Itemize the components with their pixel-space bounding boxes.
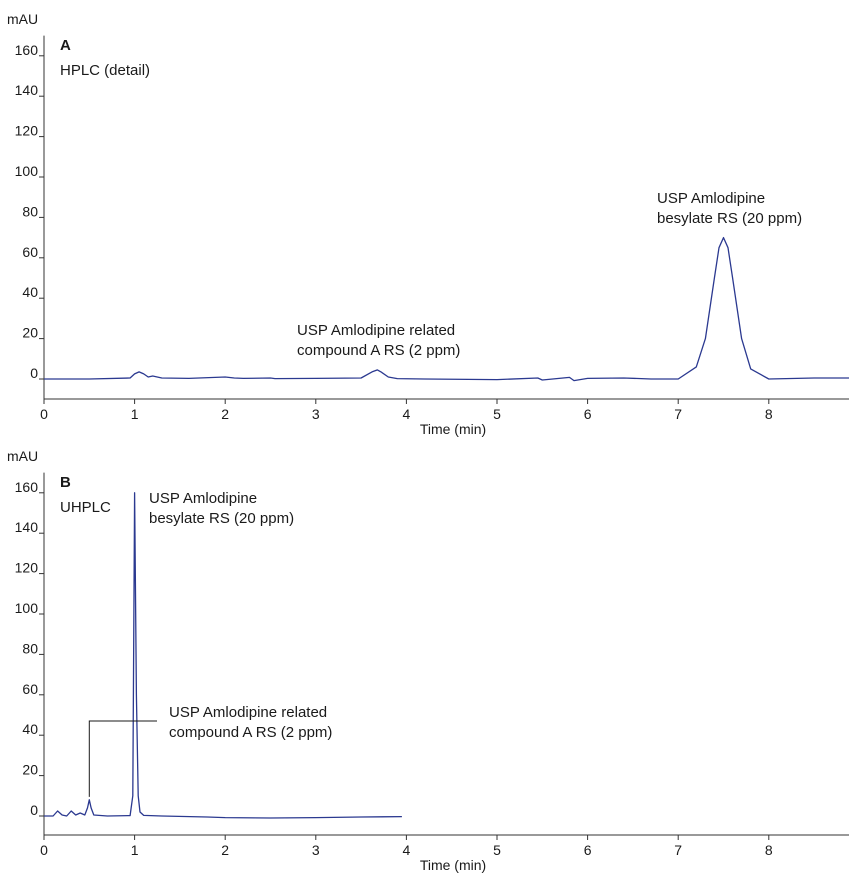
panel-b-y-tick-label-0: 0: [30, 802, 38, 818]
panel-a-y-tick-label-140: 140: [15, 82, 39, 98]
panel-b-y-tick-label-40: 40: [22, 721, 38, 737]
panel-b-annotation-1-line-0: USP Amlodipine related: [169, 704, 327, 721]
panel-a-x-tick-label-0: 0: [40, 406, 48, 422]
panel-a-annotation-1-line-0: USP Amlodipine related: [297, 322, 455, 339]
panel-b-annotation-0: USP Amlodipine besylate RS (20 ppm): [149, 490, 294, 527]
panel-a-x-tick-label-8: 8: [765, 406, 773, 422]
panel-b-y-tick-label-60: 60: [22, 681, 38, 697]
panel-a-x-axis-label: Time (min): [420, 421, 486, 437]
panel-a-x-tick-label-1: 1: [131, 406, 139, 422]
panel-b-x-tick-label-0: 0: [40, 842, 48, 858]
panel-a-x-tick-label-4: 4: [403, 406, 411, 422]
panel-a-title: HPLC (detail): [60, 62, 150, 79]
panel-b-x-tick-label-7: 7: [674, 842, 682, 858]
panel-b-x-tick-label-4: 4: [403, 842, 411, 858]
panel-a-y-unit-label: mAU: [7, 11, 38, 27]
panel-b-annotation-1-line-1: compound A RS (2 ppm): [169, 724, 332, 741]
panel-a-annotation-0-line-1: besylate RS (20 ppm): [657, 210, 802, 227]
panel-a-x-tick-label-5: 5: [493, 406, 501, 422]
panel-b-trace-0: [44, 492, 402, 819]
panel-a-y-tick-label-20: 20: [22, 325, 38, 341]
panel-a-x-tick-label-6: 6: [584, 406, 592, 422]
panel-b-x-tick-label-3: 3: [312, 842, 320, 858]
panel-a-y-tick-label-40: 40: [22, 284, 38, 300]
panel-b-y-tick-label-160: 160: [15, 479, 39, 495]
panel-b-x-tick-label-6: 6: [584, 842, 592, 858]
panel-a-y-tick-label-80: 80: [22, 203, 38, 219]
panel-b-annotation-0-line-0: USP Amlodipine: [149, 490, 257, 507]
panel-b-annotation-1-leader-line: [88, 720, 157, 797]
panel-a-annotation-0-line-0: USP Amlodipine: [657, 190, 765, 207]
panel-a-y-tick-label-160: 160: [15, 42, 39, 58]
panel-b-x-axis-label: Time (min): [420, 857, 486, 873]
panel-a-letter: A: [60, 37, 71, 54]
panel-a-y-tick-label-100: 100: [15, 163, 39, 179]
panel-a-y-tick-label-120: 120: [15, 123, 39, 139]
panel-a-annotation-1: USP Amlodipine related compound A RS (2 p…: [297, 322, 460, 359]
panel-b-y-tick-label-100: 100: [15, 600, 39, 616]
panel-b-title: UHPLC: [60, 499, 111, 516]
panel-b-annotation-0-line-1: besylate RS (20 ppm): [149, 510, 294, 527]
panel-a-trace-0: [44, 236, 849, 382]
panel-b-x-tick-label-1: 1: [131, 842, 139, 858]
panel-a-annotation-0: USP Amlodipine besylate RS (20 ppm): [657, 190, 802, 227]
panel-b-x-tick-label-5: 5: [493, 842, 501, 858]
panel-a-x-tick-label-7: 7: [674, 406, 682, 422]
panel-a-annotation-1-line-1: compound A RS (2 ppm): [297, 342, 460, 359]
panel-b-x-tick-label-8: 8: [765, 842, 773, 858]
panel-a-x-tick-label-2: 2: [221, 406, 229, 422]
panel-a-y-tick-label-0: 0: [30, 365, 38, 381]
panel-b-x-tick-label-2: 2: [221, 842, 229, 858]
panel-b-letter: B: [60, 474, 71, 491]
panel-b-y-unit-label: mAU: [7, 448, 38, 464]
panel-a-y-tick-label-60: 60: [22, 244, 38, 260]
panel-b-annotation-1: USP Amlodipine related compound A RS (2 p…: [169, 704, 332, 741]
panel-b-y-tick-label-140: 140: [15, 519, 39, 535]
panel-a-x-tick-label-3: 3: [312, 406, 320, 422]
panel-b-y-tick-label-20: 20: [22, 762, 38, 778]
panel-b-y-tick-label-80: 80: [22, 640, 38, 656]
panel-b-y-tick-label-120: 120: [15, 560, 39, 576]
